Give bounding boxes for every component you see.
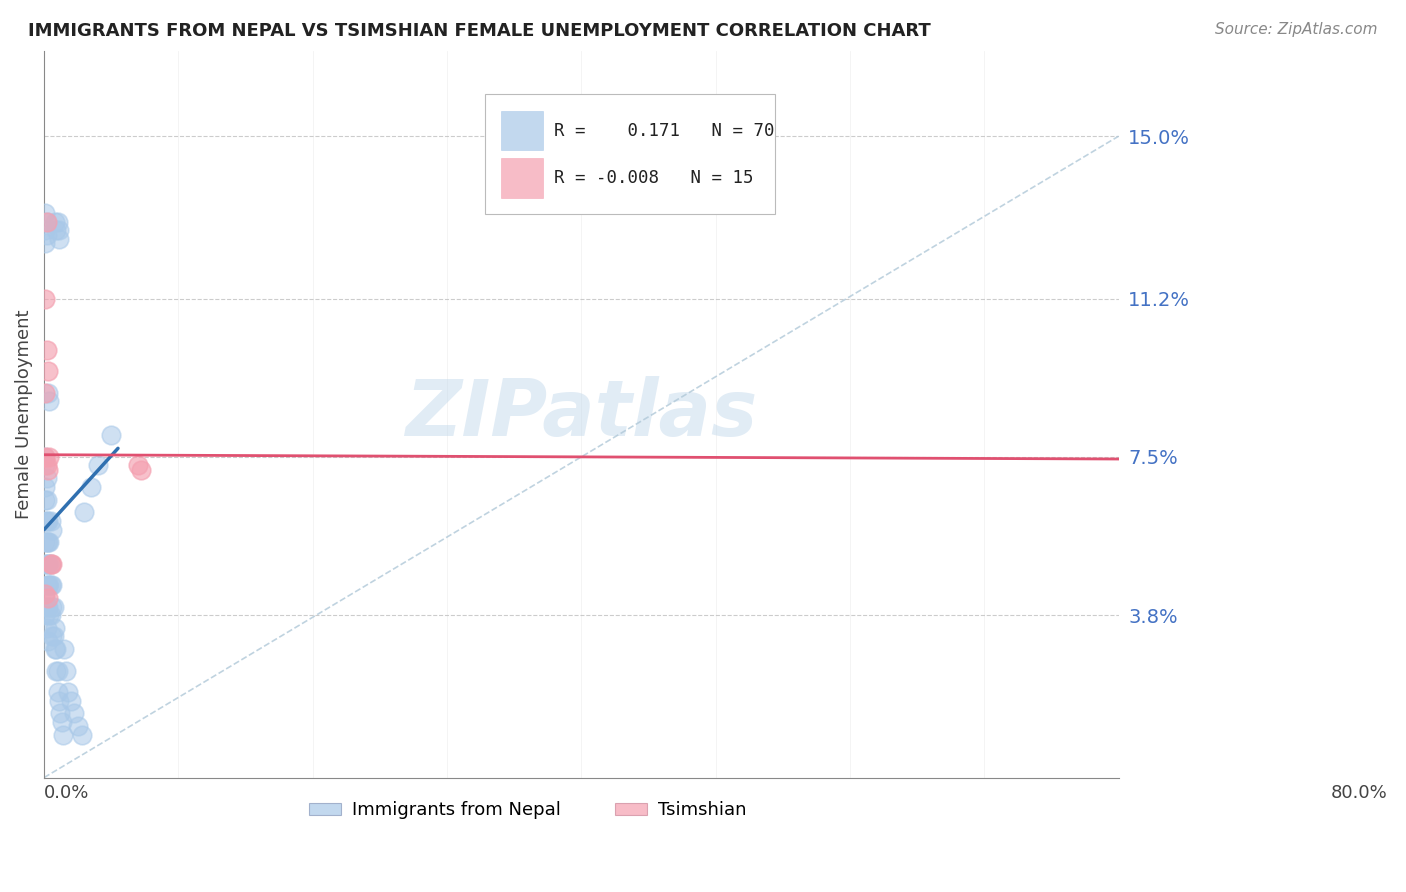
Point <box>129 463 152 477</box>
Point <box>37 463 59 477</box>
Text: 0.0%: 0.0% <box>44 784 90 802</box>
Point <box>46 664 69 678</box>
Point <box>35 227 58 242</box>
Point <box>46 215 69 229</box>
Point <box>100 428 122 442</box>
Legend: Immigrants from Nepal, Tsimshian: Immigrants from Nepal, Tsimshian <box>301 794 754 827</box>
Point <box>35 557 58 571</box>
Text: 80.0%: 80.0% <box>1330 784 1388 802</box>
Point <box>34 492 56 507</box>
Point <box>34 450 56 464</box>
Point <box>59 693 82 707</box>
Point <box>41 523 63 537</box>
Point <box>34 385 56 400</box>
Point <box>35 599 58 614</box>
Point <box>35 621 58 635</box>
Point <box>37 557 59 571</box>
Point <box>35 343 58 357</box>
Point <box>41 599 63 614</box>
Point <box>44 621 66 635</box>
Point <box>34 223 56 237</box>
Point <box>38 557 60 571</box>
FancyBboxPatch shape <box>501 158 543 197</box>
Point <box>34 480 56 494</box>
Point <box>46 685 69 699</box>
Y-axis label: Female Unemployment: Female Unemployment <box>15 310 32 519</box>
Point <box>62 706 84 721</box>
Point <box>38 578 60 592</box>
Point <box>127 458 149 473</box>
Point <box>66 719 89 733</box>
Point <box>39 578 62 592</box>
Point <box>34 514 56 528</box>
Point <box>39 514 62 528</box>
Text: ZIPatlas: ZIPatlas <box>405 376 758 452</box>
Point <box>58 685 80 699</box>
Point <box>45 642 67 657</box>
Text: R = -0.008   N = 15: R = -0.008 N = 15 <box>554 169 754 187</box>
Point <box>73 506 96 520</box>
FancyBboxPatch shape <box>485 95 775 214</box>
Point <box>37 633 59 648</box>
Point <box>44 642 66 657</box>
Point <box>42 630 65 644</box>
Text: Source: ZipAtlas.com: Source: ZipAtlas.com <box>1215 22 1378 37</box>
Text: IMMIGRANTS FROM NEPAL VS TSIMSHIAN FEMALE UNEMPLOYMENT CORRELATION CHART: IMMIGRANTS FROM NEPAL VS TSIMSHIAN FEMAL… <box>28 22 931 40</box>
Point <box>87 458 110 473</box>
Point <box>35 458 58 473</box>
Point <box>49 706 72 721</box>
Text: R =    0.171   N = 70: R = 0.171 N = 70 <box>554 121 775 140</box>
Point <box>35 514 58 528</box>
Point <box>34 450 56 464</box>
Point <box>37 364 59 378</box>
Point <box>34 236 56 251</box>
Point <box>51 714 73 729</box>
Point <box>34 535 56 549</box>
Point <box>34 292 56 306</box>
Point <box>55 664 77 678</box>
Point <box>38 450 60 464</box>
Point <box>70 728 93 742</box>
Point <box>35 578 58 592</box>
Point <box>37 535 59 549</box>
Point <box>38 535 60 549</box>
Point <box>39 557 62 571</box>
Point <box>35 535 58 549</box>
Point <box>44 215 66 229</box>
Point <box>53 642 76 657</box>
Point <box>52 728 75 742</box>
Point <box>48 232 70 246</box>
Point <box>35 471 58 485</box>
Point <box>38 608 60 623</box>
Point <box>34 458 56 473</box>
Point <box>45 664 67 678</box>
Point <box>38 394 60 409</box>
Point <box>35 215 58 229</box>
Point <box>37 578 59 592</box>
Point <box>37 591 59 605</box>
Point <box>39 608 62 623</box>
Point <box>35 215 58 229</box>
Point <box>37 599 59 614</box>
Point <box>48 693 70 707</box>
Point <box>48 223 70 237</box>
FancyBboxPatch shape <box>501 111 543 150</box>
Point <box>34 206 56 220</box>
Point <box>41 557 63 571</box>
Point <box>37 385 59 400</box>
Point <box>34 587 56 601</box>
Point <box>37 514 59 528</box>
Point <box>45 223 67 237</box>
Point <box>34 591 56 605</box>
Point <box>42 599 65 614</box>
Point <box>41 630 63 644</box>
Point <box>34 557 56 571</box>
Point <box>39 557 62 571</box>
Point <box>34 608 56 623</box>
Point <box>80 480 103 494</box>
Point <box>41 578 63 592</box>
Point <box>35 492 58 507</box>
